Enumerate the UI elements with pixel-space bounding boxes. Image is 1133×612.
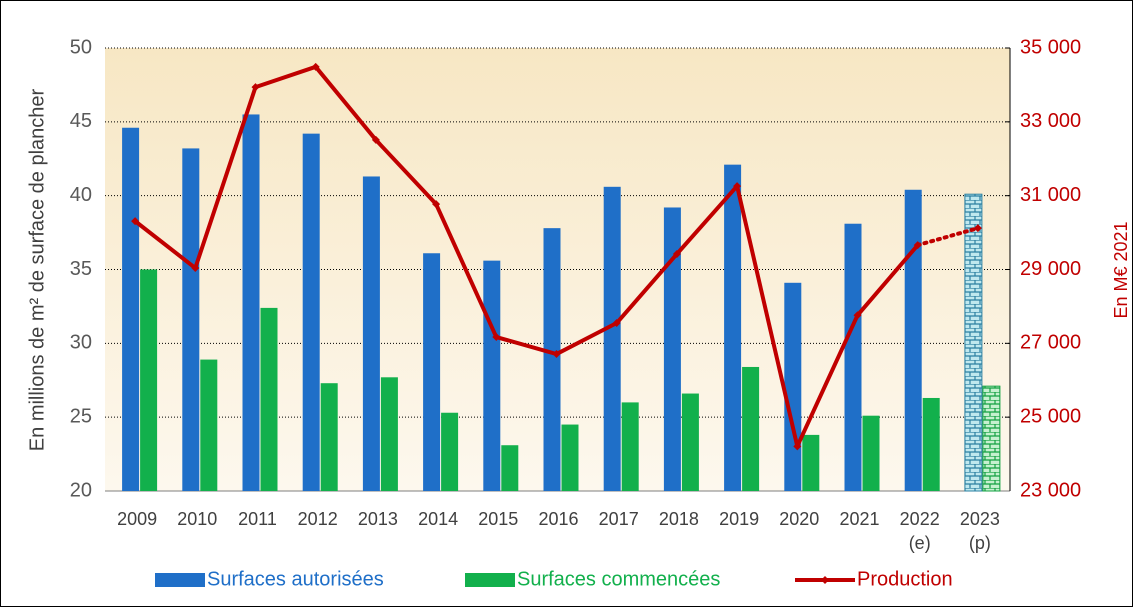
legend-label: Surfaces commencées: [517, 568, 720, 590]
x-tick-label: 2015: [478, 509, 518, 529]
x-tick-label: 2011: [238, 509, 277, 529]
bar: [242, 114, 260, 491]
line-marker: [733, 182, 742, 191]
bar: [320, 383, 338, 491]
bar: [362, 176, 380, 491]
y2-tick-label: 35 000: [1020, 36, 1081, 58]
bar: [784, 282, 802, 491]
line-marker: [913, 241, 922, 250]
y-tick-label: 20: [70, 479, 92, 501]
y2-tick-label: 23 000: [1020, 479, 1081, 501]
line-marker: [191, 264, 200, 273]
x-tick-note: (e): [909, 533, 931, 553]
line-marker: [973, 224, 982, 233]
bar: [663, 207, 681, 492]
bar: [724, 164, 742, 491]
bar: [964, 193, 983, 492]
line-marker: [131, 217, 140, 226]
line-marker: [853, 311, 862, 320]
bar: [844, 223, 862, 491]
x-tick-label: 2012: [298, 509, 338, 529]
bar: [982, 385, 1001, 492]
bar: [140, 269, 158, 491]
bar: [200, 359, 218, 491]
x-tick-label: 2022: [900, 509, 940, 529]
bar: [922, 397, 940, 491]
line-marker: [432, 200, 441, 209]
line-marker: [492, 333, 501, 342]
y-tick-label: 40: [70, 184, 92, 206]
bar: [483, 260, 501, 491]
bar: [182, 148, 200, 491]
x-tick-label: 2013: [358, 509, 398, 529]
line-marker: [672, 249, 681, 258]
bar: [302, 133, 320, 491]
bar: [742, 366, 760, 491]
y-axis-title: En millions de m² de surface de plancher: [26, 88, 48, 451]
x-tick-label: 2021: [839, 509, 879, 529]
bar: [423, 253, 441, 491]
x-tick-note: (p): [969, 533, 991, 553]
bar: [904, 189, 922, 491]
bar: [862, 415, 880, 491]
x-tick-label: 2016: [538, 509, 578, 529]
bar: [380, 377, 398, 491]
legend-label: Production: [857, 568, 953, 590]
y-tick-label: 50: [70, 36, 92, 58]
x-tick-label: 2009: [117, 509, 157, 529]
line-marker: [311, 62, 320, 71]
legend-marker: [821, 576, 829, 584]
legend-label: Surfaces autorisées: [207, 568, 384, 590]
y-tick-label: 35: [70, 258, 92, 280]
line: [133, 64, 920, 449]
y2-axis-title: En M€ 2021: [1111, 221, 1131, 318]
x-tick-label: 2019: [719, 509, 759, 529]
x-tick-label: 2017: [599, 509, 639, 529]
bar: [802, 434, 820, 491]
y2-tick-label: 29 000: [1020, 258, 1081, 280]
y-tick-label: 25: [70, 405, 92, 427]
line-marker: [251, 83, 260, 92]
line-marker: [371, 135, 380, 144]
bar: [681, 393, 699, 491]
bar: [501, 445, 519, 491]
x-tick-label: 2020: [779, 509, 819, 529]
line-marker: [612, 319, 621, 328]
legend-swatch: [465, 573, 515, 587]
y2-tick-label: 31 000: [1020, 184, 1081, 206]
bar: [621, 402, 639, 491]
bar: [603, 186, 621, 491]
bar: [260, 307, 278, 491]
legend-swatch: [155, 573, 205, 587]
bar: [543, 228, 561, 492]
y2-tick-label: 33 000: [1020, 110, 1081, 132]
line-projected: [915, 226, 980, 248]
x-tick-label: 2018: [659, 509, 699, 529]
x-tick-label: 2023: [960, 509, 1000, 529]
y2-tick-label: 25 000: [1020, 405, 1081, 427]
bar: [441, 412, 459, 491]
y-tick-label: 45: [70, 110, 92, 132]
x-tick-label: 2014: [418, 509, 458, 529]
line-marker: [552, 350, 561, 359]
line-marker: [793, 442, 802, 451]
bar: [561, 424, 579, 491]
y2-tick-label: 27 000: [1020, 332, 1081, 354]
x-tick-label: 2010: [177, 509, 217, 529]
bar: [122, 127, 140, 492]
y-tick-label: 30: [70, 332, 92, 354]
